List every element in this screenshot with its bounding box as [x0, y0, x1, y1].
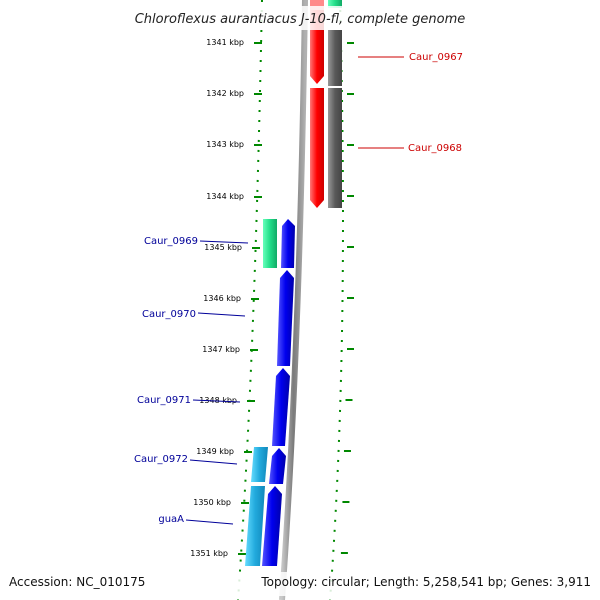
gene-label-caur-0968[interactable]: Caur_0968	[408, 143, 462, 154]
rna-track-upper[interactable]	[328, 30, 342, 86]
green-rna-feature[interactable]	[263, 219, 277, 268]
map-title: Chloroflexus aurantiacus J-10-fl, comple…	[135, 12, 466, 27]
red-feature-top-stub[interactable]	[310, 0, 324, 10]
gene-label-guaa[interactable]: guaA	[158, 514, 184, 525]
gene-caur-0972-arrow[interactable]	[269, 448, 286, 484]
right-tick-marks	[340, 42, 354, 554]
gene-label-caur-0970[interactable]: Caur_0970	[142, 309, 196, 320]
gene-label-caur-0971[interactable]: Caur_0971	[137, 395, 191, 406]
right-dotted-track	[329, 0, 344, 600]
topology-text: Topology: circular; Length: 5,258,541 bp…	[260, 575, 591, 589]
cyan-feature-lower[interactable]	[245, 486, 265, 566]
gene-guaa-arrow[interactable]	[262, 486, 282, 566]
tick-label: 1343 kbp	[206, 140, 244, 149]
tick-label: 1341 kbp	[206, 38, 244, 47]
tick-label: 1347 kbp	[202, 345, 240, 354]
tick-label: 1351 kbp	[190, 549, 228, 558]
tick-label: 1348 kbp	[199, 396, 237, 405]
title-background	[110, 6, 490, 30]
tick-label: 1346 kbp	[203, 294, 241, 303]
tick-label: 1344 kbp	[206, 192, 244, 201]
leader-caur-0972	[189, 459, 238, 465]
tick-label: 1349 kbp	[196, 447, 234, 456]
gene-label-caur-0967[interactable]: Caur_0967	[409, 52, 463, 63]
leader-caur-0969	[199, 240, 249, 244]
leader-caur-0971	[192, 399, 241, 403]
cyan-feature-upper[interactable]	[251, 447, 268, 482]
tick-label: 1350 kbp	[193, 498, 231, 507]
tick-label: 1342 kbp	[206, 89, 244, 98]
gene-label-caur-0969[interactable]: Caur_0969	[144, 236, 198, 247]
gene-label-caur-0972[interactable]: Caur_0972	[134, 454, 188, 465]
footer-background	[0, 572, 600, 596]
green-feature-top-right[interactable]	[328, 0, 342, 8]
tick-label: 1345 kbp	[204, 243, 242, 252]
leader-guaa	[185, 519, 234, 525]
gene-caur-0969-arrow[interactable]	[281, 219, 295, 268]
tick-labels: 1341 kbp 1342 kbp 1343 kbp 1344 kbp 1345 kbp…	[190, 38, 244, 558]
gene-caur-0971-arrow[interactable]	[272, 368, 290, 446]
accession-text: Accession: NC_010175	[9, 575, 145, 589]
rna-track-lower[interactable]	[328, 88, 342, 208]
gene-caur-0970-arrow[interactable]	[277, 270, 294, 366]
leader-caur-0970	[197, 312, 246, 317]
gene-caur-0968-arrow[interactable]	[310, 88, 324, 208]
left-tick-marks	[238, 42, 262, 555]
genome-backbone	[279, 0, 308, 600]
